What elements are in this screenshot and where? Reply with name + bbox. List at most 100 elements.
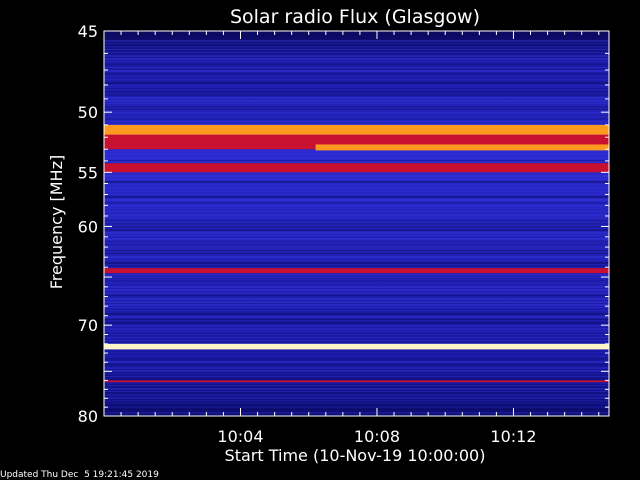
texture-row [104, 103, 609, 104]
texture-row [104, 193, 609, 194]
texture-row [104, 211, 609, 212]
texture-row [104, 208, 609, 209]
texture-row [104, 316, 609, 318]
y-tick-label: 50 [78, 103, 98, 122]
y-tick-label: 60 [78, 217, 98, 236]
y-tick-label: 45 [78, 22, 98, 41]
texture-row [104, 214, 609, 216]
texture-row [104, 400, 609, 402]
texture-row [104, 403, 609, 404]
texture-row [104, 106, 609, 108]
texture-row [104, 373, 609, 374]
texture-row [104, 217, 609, 218]
texture-row [104, 76, 609, 77]
texture-row [104, 370, 609, 372]
texture-row [104, 331, 609, 332]
texture-row [104, 121, 609, 122]
texture-row [104, 409, 609, 410]
x-tick-label: 10:04 [217, 427, 263, 446]
texture-row [104, 73, 609, 74]
texture-row [104, 250, 609, 251]
texture-row [104, 307, 609, 308]
texture-row [104, 61, 609, 62]
texture-row [104, 334, 609, 335]
texture-row [104, 301, 609, 303]
texture-row [104, 58, 609, 60]
texture-row [104, 37, 609, 39]
x-axis: 10:04 10:08 10:12 [120, 31, 600, 446]
texture-row [104, 259, 609, 260]
texture-row [104, 283, 609, 284]
texture-row [104, 340, 609, 341]
texture-row [104, 265, 609, 267]
texture-row [104, 343, 609, 344]
texture-row [104, 382, 609, 384]
plot-frame [103, 30, 610, 417]
texture-row [104, 205, 609, 207]
chart-title: Solar radio Flux (Glasgow) [230, 6, 480, 28]
texture-row [104, 64, 609, 65]
texture-row [104, 172, 609, 174]
texture-row [104, 304, 609, 306]
x-tick-label: 10:12 [490, 427, 536, 446]
texture-row [104, 256, 609, 258]
texture-row [104, 280, 609, 281]
texture-row [104, 196, 609, 198]
texture-row [104, 67, 609, 68]
texture-row [104, 379, 609, 380]
texture-row [104, 52, 609, 53]
texture-row [104, 241, 609, 242]
texture-row [104, 88, 609, 89]
texture-row [104, 85, 609, 86]
updated-timestamp: Updated Thu Dec 5 19:21:45 2019 [0, 470, 159, 480]
texture-row [104, 376, 609, 377]
texture-row [104, 358, 609, 360]
y-tick-label: 70 [78, 316, 98, 335]
texture-row [104, 295, 609, 296]
texture-row [104, 190, 609, 192]
texture-row [104, 151, 609, 153]
texture-row [104, 394, 609, 396]
texture-row [104, 232, 609, 234]
texture-row [104, 328, 609, 330]
texture-row [104, 361, 609, 363]
y-tick-label: 80 [78, 407, 98, 426]
texture-row [104, 235, 609, 236]
texture-row [104, 175, 609, 177]
texture-row [104, 388, 609, 390]
texture-row [104, 199, 609, 201]
texture-row [104, 100, 609, 102]
texture-row [104, 277, 609, 278]
texture-row [104, 70, 609, 72]
texture-row [104, 406, 609, 408]
y-axis: 45 50 55 60 70 80 [78, 22, 609, 426]
texture-row [104, 220, 609, 221]
texture-row [104, 364, 609, 365]
texture-row [104, 286, 609, 288]
texture-row [104, 226, 609, 228]
texture-row [104, 313, 609, 315]
texture-row [104, 355, 609, 357]
texture-row [104, 385, 609, 386]
texture-row [104, 40, 609, 42]
texture-row [104, 94, 609, 96]
texture-row [104, 49, 609, 50]
texture-row [104, 292, 609, 294]
texture-row [104, 82, 609, 84]
texture-row [104, 178, 609, 180]
texture-row [104, 181, 609, 183]
texture-row [104, 160, 609, 161]
texture-row [104, 115, 609, 116]
texture-row [104, 397, 609, 399]
texture-row [104, 325, 609, 327]
texture-row [104, 46, 609, 48]
texture-row [104, 187, 609, 189]
texture-row [104, 43, 609, 44]
emission-bands [104, 124, 609, 383]
texture-row [104, 157, 609, 159]
y-axis-label: Frequency [MHz] [47, 155, 66, 289]
texture-row [104, 349, 609, 350]
texture-row [104, 253, 609, 254]
texture-row [104, 184, 609, 185]
texture-row [104, 298, 609, 300]
